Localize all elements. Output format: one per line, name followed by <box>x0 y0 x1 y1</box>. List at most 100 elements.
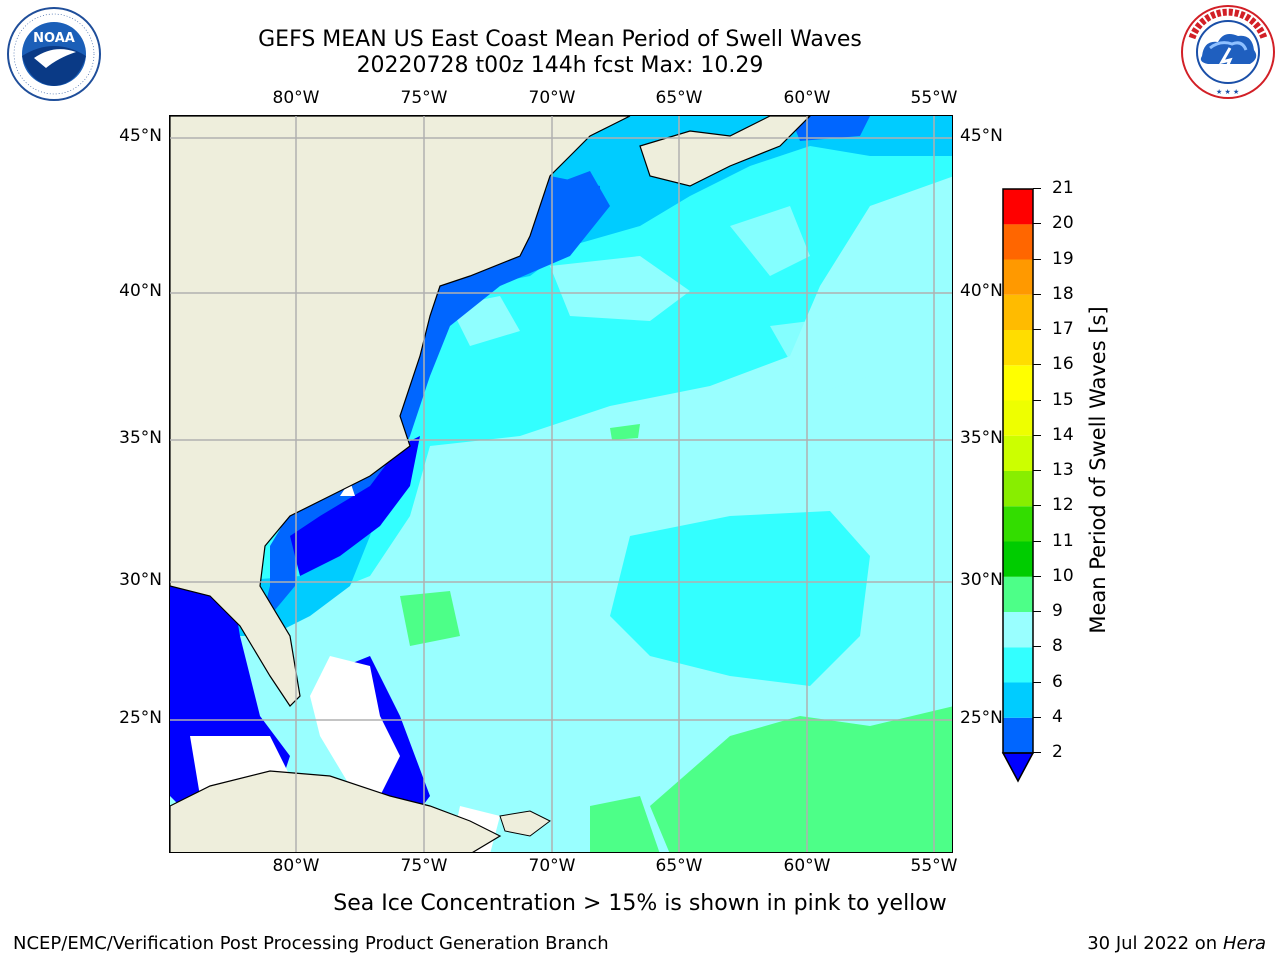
footer-date: 30 Jul 2022 on Hera <box>1087 933 1266 954</box>
land-cuba <box>170 770 502 852</box>
colorbar-segment <box>1003 294 1033 330</box>
field-6-8s-central <box>610 511 870 686</box>
colorbar-tick-mark <box>1033 399 1041 401</box>
colorbar-tick-label: 18 <box>1052 283 1074 304</box>
colorbar-segment <box>1003 435 1033 471</box>
field-9-10s-spot <box>610 424 640 440</box>
lon-label-top-60w: 60°W <box>783 88 831 108</box>
colorbar-tick-label: 16 <box>1052 354 1074 375</box>
colorbar-under-arrow <box>1001 752 1035 783</box>
colorbar-segment <box>1003 647 1033 683</box>
colorbar-tick-mark <box>1033 258 1041 260</box>
colorbar-tick-label: 15 <box>1052 389 1074 410</box>
lon-label-top-80w: 80°W <box>272 88 320 108</box>
field-9-10s-south <box>590 796 660 852</box>
lon-label-top-65w: 65°W <box>655 88 703 108</box>
colorbar <box>1001 188 1035 783</box>
colorbar-tick-label: 4 <box>1052 706 1063 727</box>
colorbar-outline <box>1002 188 1034 754</box>
colorbar-tick-mark <box>1033 611 1041 612</box>
sea-ice-note: Sea Ice Concentration > 15% is shown in … <box>333 891 947 916</box>
field-9-10s-bahamas <box>400 591 460 646</box>
colorbar-tick-label: 21 <box>1052 178 1074 198</box>
colorbar-tick-mark <box>1033 540 1041 542</box>
colorbar-tick-label: 6 <box>1052 671 1063 692</box>
colorbar-tick-label: 10 <box>1052 565 1074 586</box>
svg-text:★ ★ ★: ★ ★ ★ <box>1216 88 1239 96</box>
colorbar-segment <box>1003 365 1033 401</box>
colorbar-segment <box>1003 576 1033 612</box>
lat-label-right-25n: 25°N <box>960 708 1003 728</box>
footer-date-text: 30 Jul 2022 on <box>1087 933 1218 954</box>
field-2-4s-gulf-of-maine <box>540 176 600 226</box>
colorbar-tick-mark <box>1033 188 1041 189</box>
colorbar-segment <box>1003 400 1033 436</box>
colorbar-segment <box>1003 682 1033 718</box>
lon-label-bottom-70w: 70°W <box>528 856 576 876</box>
colorbar-tick-label: 12 <box>1052 495 1074 516</box>
nws-logo: ★ ★ ★ <box>1180 4 1276 100</box>
colorbar-segment <box>1003 471 1033 507</box>
colorbar-tick-mark <box>1033 752 1041 753</box>
lon-label-bottom-80w: 80°W <box>272 856 320 876</box>
lat-label-left-40n: 40°N <box>119 281 162 301</box>
colorbar-tick-mark <box>1033 329 1041 330</box>
colorbar-tick-mark <box>1033 364 1041 366</box>
colorbar-tick-label: 20 <box>1052 213 1074 234</box>
lon-label-bottom-60w: 60°W <box>783 856 831 876</box>
footer-host: Hera <box>1222 933 1266 954</box>
colorbar-tick-label: 17 <box>1052 319 1074 339</box>
colorbar-tick-mark <box>1033 293 1041 295</box>
colorbar-segment <box>1003 224 1033 260</box>
field-8-9s-patch-1 <box>550 256 690 321</box>
colorbar-segment <box>1003 541 1033 577</box>
colorbar-tick-mark <box>1033 434 1041 436</box>
colorbar-tick-label: 8 <box>1052 636 1063 657</box>
swell-period-map <box>169 115 953 853</box>
colorbar-segment <box>1003 612 1033 648</box>
lat-label-right-35n: 35°N <box>960 428 1003 448</box>
lat-label-right-30n: 30°N <box>960 570 1003 590</box>
colorbar-tick-mark <box>1033 716 1041 718</box>
colorbar-tick-mark <box>1033 575 1041 577</box>
colorbar-tick-mark <box>1033 646 1041 648</box>
missing-data-bahamas <box>310 656 400 796</box>
colorbar-tick-label: 9 <box>1052 601 1063 621</box>
colorbar-label: Mean Period of Swell Waves [s] <box>1086 306 1110 634</box>
colorbar-segment-top <box>1003 189 1033 225</box>
lat-label-left-45n: 45°N <box>119 126 162 146</box>
lon-label-bottom-75w: 75°W <box>400 856 448 876</box>
colorbar-segment <box>1003 259 1033 295</box>
field-8-9s-patch-4 <box>770 316 870 396</box>
lat-label-right-45n: 45°N <box>960 126 1003 146</box>
lat-label-left-25n: 25°N <box>119 708 162 728</box>
lon-label-top-70w: 70°W <box>528 88 576 108</box>
colorbar-tick-label: 11 <box>1052 530 1074 551</box>
colorbar-tick-label: 13 <box>1052 460 1074 480</box>
lat-label-left-35n: 35°N <box>119 428 162 448</box>
lon-label-top-75w: 75°W <box>400 88 448 108</box>
field-2-4s-nova-scotia <box>790 116 870 141</box>
noaa-logo: NOAA <box>6 6 102 102</box>
noaa-logo-text: NOAA <box>33 31 75 46</box>
field-9-10s-southeast <box>650 706 952 852</box>
lon-label-bottom-55w: 55°W <box>910 856 958 876</box>
colorbar-tick-label: 19 <box>1052 248 1074 269</box>
footer-credit: NCEP/EMC/Verification Post Processing Pr… <box>13 933 609 954</box>
chart-subtitle: 20220728 t00z 144h fcst Max: 10.29 <box>356 53 764 78</box>
graticule <box>170 116 952 852</box>
lat-label-right-40n: 40°N <box>960 281 1003 301</box>
field-under-2s-carolinas <box>290 436 420 576</box>
lat-label-left-30n: 30°N <box>119 570 162 590</box>
colorbar-tick-mark <box>1033 505 1041 507</box>
colorbar-tick-mark <box>1033 681 1041 683</box>
colorbar-segment <box>1003 330 1033 366</box>
colorbar-segment <box>1003 717 1033 753</box>
field-8-9s-patch-3 <box>730 206 810 276</box>
colorbar-tick-mark <box>1033 470 1041 471</box>
colorbar-tick-label: 14 <box>1052 424 1074 445</box>
land-hispaniola <box>499 810 551 837</box>
land-north-america <box>170 116 631 707</box>
colorbar-tick-mark <box>1033 223 1041 225</box>
lon-label-bottom-65w: 65°W <box>655 856 703 876</box>
